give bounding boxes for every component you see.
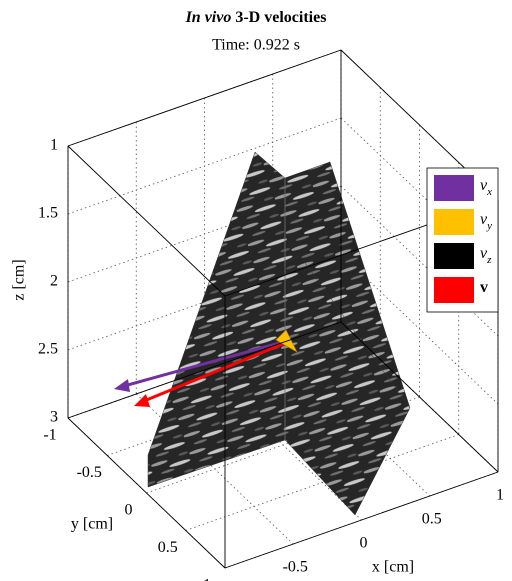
y-tick-label: 0.5 (158, 539, 178, 556)
z-tick-label: 1 (50, 137, 58, 154)
box-edge (67, 321, 342, 419)
legend-swatch (434, 175, 474, 201)
x-tick-label: 0.5 (422, 511, 442, 528)
z-tick-label: 1.5 (38, 205, 58, 222)
chart-title: In vivo 3-D velocities (185, 9, 327, 26)
legend-symbol: v (480, 279, 488, 296)
z-axis-label: z [cm] (11, 259, 28, 300)
legend-symbol: v (480, 211, 488, 228)
legend-label: v (480, 279, 488, 296)
x-tick-label: -0.5 (283, 559, 308, 576)
axes-box (67, 49, 499, 569)
y-tick-label: 1 (203, 577, 211, 581)
x-tick-label: 1 (496, 487, 504, 504)
legend-symbol: v (480, 177, 488, 194)
z-tick-label: 2 (50, 273, 58, 290)
box-edge (67, 417, 226, 569)
y-axis-label: y [cm] (71, 516, 113, 533)
grid-line (67, 185, 342, 283)
grid-line (146, 396, 420, 494)
grid-line (185, 434, 459, 531)
legend-swatch (434, 277, 474, 303)
legend-label: vz (480, 245, 492, 266)
image-slices (147, 151, 411, 516)
chart-subtitle: Time: 0.922 s (212, 37, 300, 54)
legend-subscript: x (486, 186, 492, 198)
box-edge (67, 145, 226, 297)
box-edge (340, 321, 499, 473)
legend-swatch (434, 209, 474, 235)
legend-label: vx (480, 177, 492, 198)
y-tick-label: 0 (125, 502, 133, 519)
box-edge (224, 471, 499, 569)
legend-symbol: v (480, 245, 488, 262)
z-tick-label: 2.5 (38, 341, 58, 358)
legend-label: vy (480, 211, 492, 232)
legend-subscript: y (486, 220, 492, 232)
y-tick-label: -0.5 (77, 464, 102, 481)
y-tick-label: -1 (43, 427, 56, 444)
legend-subscript: z (486, 254, 492, 266)
z-tick-label: 3 (50, 409, 58, 426)
legend-swatch (434, 243, 474, 269)
grid-line (67, 117, 342, 215)
box-edge (67, 49, 342, 147)
x-tick-label: 0 (360, 535, 368, 552)
x-axis-label: x [cm] (372, 559, 414, 576)
